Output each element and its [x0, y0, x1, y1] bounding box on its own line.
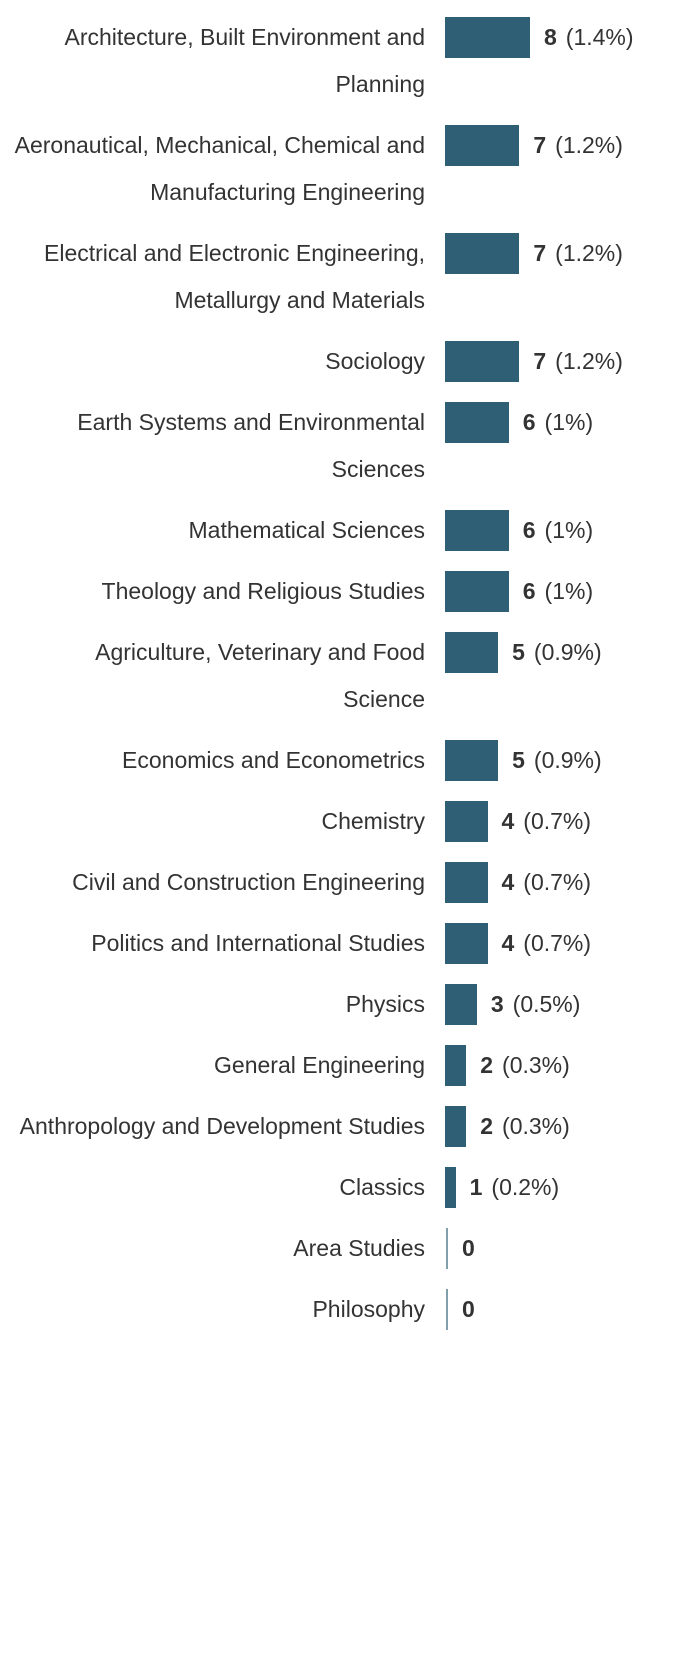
bar-row: Economics and Econometrics 5 (0.9%) — [0, 737, 694, 784]
bar — [445, 125, 520, 166]
bar — [445, 740, 499, 781]
category-label: Agriculture, Veterinary and Food Science — [95, 639, 425, 712]
category-label: General Engineering — [214, 1052, 425, 1078]
bar-row: Theology and Religious Studies 6 (1%) — [0, 568, 694, 615]
bar-row: Anthropology and Development Studies 2 (0.… — [0, 1103, 694, 1150]
percent-label: (0.9%) — [533, 747, 602, 773]
value-label: 5 — [512, 747, 525, 773]
category-label: Architecture, Built Environment and Plan… — [64, 24, 425, 97]
percent-label: (0.7%) — [523, 869, 592, 895]
value-label: 3 — [490, 991, 504, 1017]
value-label: 4 — [501, 869, 515, 895]
bar — [445, 571, 509, 612]
bar-row: Chemistry 4 (0.7%) — [0, 798, 694, 845]
bar-row: Classics 1 (0.2%) — [0, 1164, 694, 1211]
bar-row: Area Studies 0 — [0, 1225, 694, 1272]
category-label: Physics — [345, 991, 425, 1017]
value-label: 6 — [522, 409, 536, 435]
value-label: 0 — [462, 1235, 475, 1261]
bar-row: Politics and International Studies 4 (0.7%… — [0, 920, 694, 967]
value-label: 7 — [533, 240, 547, 266]
bar — [445, 17, 530, 58]
bar — [445, 1106, 467, 1147]
percent-label: (1.2%) — [555, 348, 623, 374]
category-label: Chemistry — [321, 808, 425, 834]
bar-row: Sociology 7 (1.2%) — [0, 338, 694, 385]
value-label: 7 — [533, 348, 547, 374]
category-label: Politics and International Studies — [91, 930, 425, 956]
bar-row: Agriculture, Veterinary and Food Science… — [0, 629, 694, 723]
bar — [445, 233, 520, 274]
category-label: Classics — [339, 1174, 425, 1200]
percent-label: (0.7%) — [523, 808, 592, 834]
percent-label: (1%) — [544, 517, 594, 543]
bar-row: Civil and Construction Engineering 4 (0.7%… — [0, 859, 694, 906]
value-label: 8 — [544, 24, 557, 50]
percent-label: (0.9%) — [533, 639, 602, 665]
bar — [445, 402, 509, 443]
percent-label: (0.7%) — [523, 930, 592, 956]
bar — [445, 862, 488, 903]
bar — [446, 1228, 448, 1269]
bar-row: Electrical and Electronic Engineering, M… — [0, 230, 694, 324]
bar — [445, 1167, 456, 1208]
bar — [445, 984, 477, 1025]
bar-row: Mathematical Sciences 6 (1%) — [0, 507, 694, 554]
bar — [445, 632, 499, 673]
category-label: Economics and Econometrics — [122, 747, 425, 773]
category-label: Electrical and Electronic Engineering, M… — [44, 240, 425, 313]
bar-row: Physics 3 (0.5%) — [0, 981, 694, 1028]
percent-label: (1.4%) — [565, 24, 634, 50]
value-label: 1 — [469, 1174, 483, 1200]
value-label: 2 — [480, 1052, 494, 1078]
percent-label: (0.3%) — [502, 1113, 570, 1139]
bar — [445, 510, 509, 551]
category-label: Earth Systems and Environmental Sciences — [77, 409, 425, 482]
bar — [445, 923, 488, 964]
percent-label: (0.2%) — [491, 1174, 560, 1200]
value-label: 2 — [480, 1113, 494, 1139]
bar-row: Aeronautical, Mechanical, Chemical and M… — [0, 122, 694, 216]
bar — [445, 801, 488, 842]
bar — [445, 1045, 467, 1086]
bar-row: Philosophy 0 — [0, 1286, 694, 1333]
category-label: Aeronautical, Mechanical, Chemical and M… — [14, 132, 425, 205]
category-label: Mathematical Sciences — [188, 517, 426, 543]
bar-row: Architecture, Built Environment and Plan… — [0, 14, 694, 108]
value-label: 6 — [522, 517, 536, 543]
percent-label: (0.3%) — [502, 1052, 570, 1078]
value-label: 6 — [522, 578, 536, 604]
value-label: 0 — [462, 1296, 475, 1322]
value-label: 4 — [501, 808, 515, 834]
percent-label: (1.2%) — [555, 132, 623, 158]
category-label: Sociology — [325, 348, 425, 374]
bar — [445, 341, 520, 382]
category-label: Anthropology and Development Studies — [19, 1113, 425, 1139]
category-label: Philosophy — [312, 1296, 425, 1322]
category-label: Area Studies — [293, 1235, 425, 1261]
value-label: 4 — [501, 930, 515, 956]
value-label: 7 — [533, 132, 547, 158]
value-label: 5 — [512, 639, 525, 665]
percent-label: (1%) — [544, 578, 594, 604]
percent-label: (0.5%) — [512, 991, 581, 1017]
bar — [446, 1289, 448, 1330]
percent-label: (1%) — [544, 409, 594, 435]
bar-row: Earth Systems and Environmental Sciences… — [0, 399, 694, 493]
chart: Architecture, Built Environment and Plan… — [0, 14, 694, 1333]
category-label: Civil and Construction Engineering — [72, 869, 425, 895]
category-label: Theology and Religious Studies — [101, 578, 425, 604]
percent-label: (1.2%) — [555, 240, 623, 266]
bar-row: General Engineering 2 (0.3%) — [0, 1042, 694, 1089]
